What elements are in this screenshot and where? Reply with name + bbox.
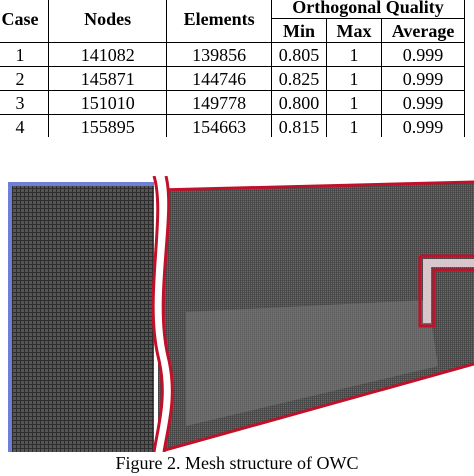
cell-min: 0.805 [270,42,328,67]
figure-caption: Figure 2. Mesh structure of OWC [115,453,359,473]
cell-nodes: 151010 [48,90,168,115]
top-boundary-red [157,180,474,192]
cell-average: 0.999 [381,90,465,115]
left-mesh-grid [8,184,154,452]
header-min: Min [270,18,328,43]
break-line-left [151,176,164,452]
cell-case: 1 [0,42,50,67]
cell-elements: 139856 [166,42,272,67]
cell-elements: 149778 [166,90,272,115]
right-mesh-block [157,180,474,452]
cell-nodes: 141082 [48,42,168,67]
cell-max: 1 [326,90,383,115]
break-line-right [161,176,174,452]
table-row: 3 151010 149778 0.800 1 0.999 [0,90,465,115]
cell-min: 0.800 [270,90,328,115]
mesh-statistics-table-container: Case Nodes Elements Orthogonal Quality M… [0,0,474,137]
cell-max: 1 [326,42,383,67]
cell-average: 0.999 [381,42,465,67]
cell-max: 1 [326,114,383,137]
break-symbol [151,176,174,452]
cell-average: 0.999 [381,66,465,91]
table-row: 1 141082 139856 0.805 1 0.999 [0,42,465,67]
cell-case: 3 [0,90,50,115]
mesh-structure-image [8,176,474,452]
mesh-statistics-table: Case Nodes Elements Orthogonal Quality M… [0,0,466,137]
cell-case: 4 [0,114,50,137]
header-average: Average [381,18,465,43]
header-max: Max [326,18,383,43]
table-header-row: Case Nodes Elements Orthogonal Quality [0,0,466,43]
cell-nodes: 145871 [48,66,168,91]
cell-min: 0.815 [270,114,328,137]
bottom-boundary-red [157,362,474,452]
left-mesh-block [8,182,154,452]
owc-chamber-wall [418,254,474,328]
owc-wall-interior [423,259,474,323]
cell-elements: 144746 [166,66,272,91]
cell-max: 1 [326,66,383,91]
header-orthogonal-quality: Orthogonal Quality [270,0,466,19]
table-subheader-row: Min Max Average [0,18,465,43]
refined-mesh-region [186,300,438,426]
mesh-figure [8,176,474,452]
cell-nodes: 155895 [48,114,168,137]
table-row: 2 145871 144746 0.825 1 0.999 [0,66,465,91]
table-row: 4 155895 154663 0.815 1 0.999 [0,114,465,137]
cell-case: 2 [0,66,50,91]
header-case: Case [0,0,50,43]
header-nodes: Nodes [48,0,168,43]
cell-min: 0.825 [270,66,328,91]
cell-elements: 154663 [166,114,272,137]
cell-average: 0.999 [381,114,465,137]
header-elements: Elements [166,0,272,43]
